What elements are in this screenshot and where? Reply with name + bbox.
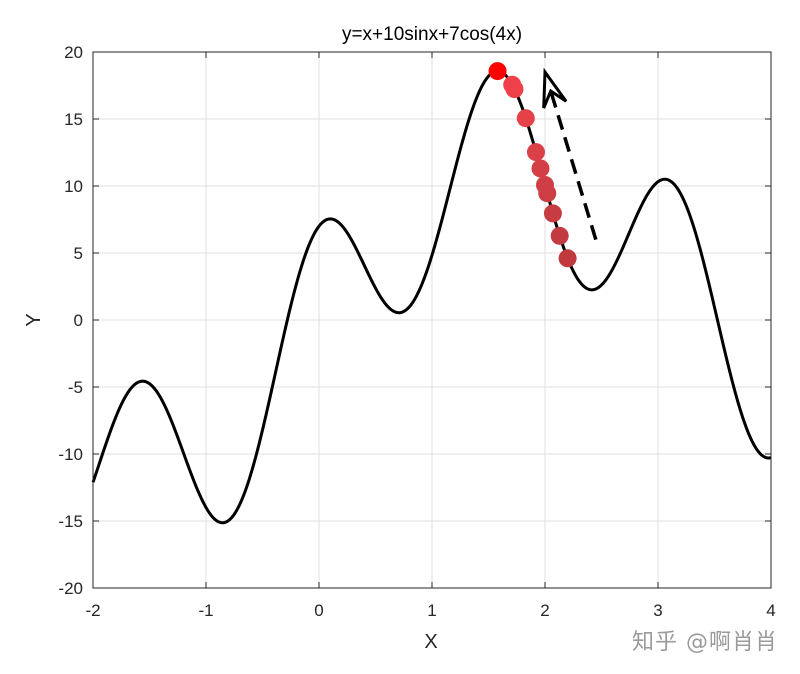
- watermark: 知乎 @啊肖肖: [632, 630, 778, 655]
- arrow-shaft: [549, 91, 598, 241]
- arrow-head: [542, 67, 568, 109]
- series-line: [91, 69, 772, 525]
- chart-title: y=x+10sinx+7cos(4x): [342, 24, 522, 45]
- arrow: [542, 67, 598, 241]
- x-tick-label: 3: [653, 601, 662, 620]
- descent-point: [488, 62, 507, 81]
- y-tick-label: -5: [68, 378, 83, 397]
- y-tick-label: 20: [64, 43, 83, 62]
- y-tick-label: -10: [58, 445, 83, 464]
- grid: [92, 51, 772, 589]
- descent-point: [536, 176, 554, 195]
- descent-points: [488, 62, 577, 268]
- descent-point: [516, 109, 535, 128]
- x-tick-label: -1: [198, 601, 213, 620]
- y-tick-label: -15: [58, 512, 83, 531]
- x-tick-label: 1: [427, 601, 436, 620]
- y-tick-label: -20: [58, 579, 83, 598]
- descent-point: [526, 143, 545, 162]
- y-tick-label: 15: [64, 110, 83, 129]
- x-axis-label: X: [424, 631, 437, 653]
- x-tick-label: -2: [85, 601, 100, 620]
- x-tick-label: 4: [766, 601, 775, 620]
- curve-layer: [91, 69, 772, 525]
- y-tick-label: 0: [74, 311, 83, 330]
- y-axis-label: Y: [23, 313, 45, 326]
- x-tick-label: 0: [314, 601, 323, 620]
- descent-point: [543, 204, 562, 223]
- descent-point: [531, 159, 550, 178]
- ticks: [92, 51, 772, 589]
- descent-point: [550, 226, 569, 245]
- y-tick-label: 10: [64, 177, 83, 196]
- descent-point: [503, 75, 522, 94]
- y-tick-label: 5: [74, 244, 83, 263]
- descent-point: [558, 249, 577, 268]
- x-tick-label: 2: [540, 601, 549, 620]
